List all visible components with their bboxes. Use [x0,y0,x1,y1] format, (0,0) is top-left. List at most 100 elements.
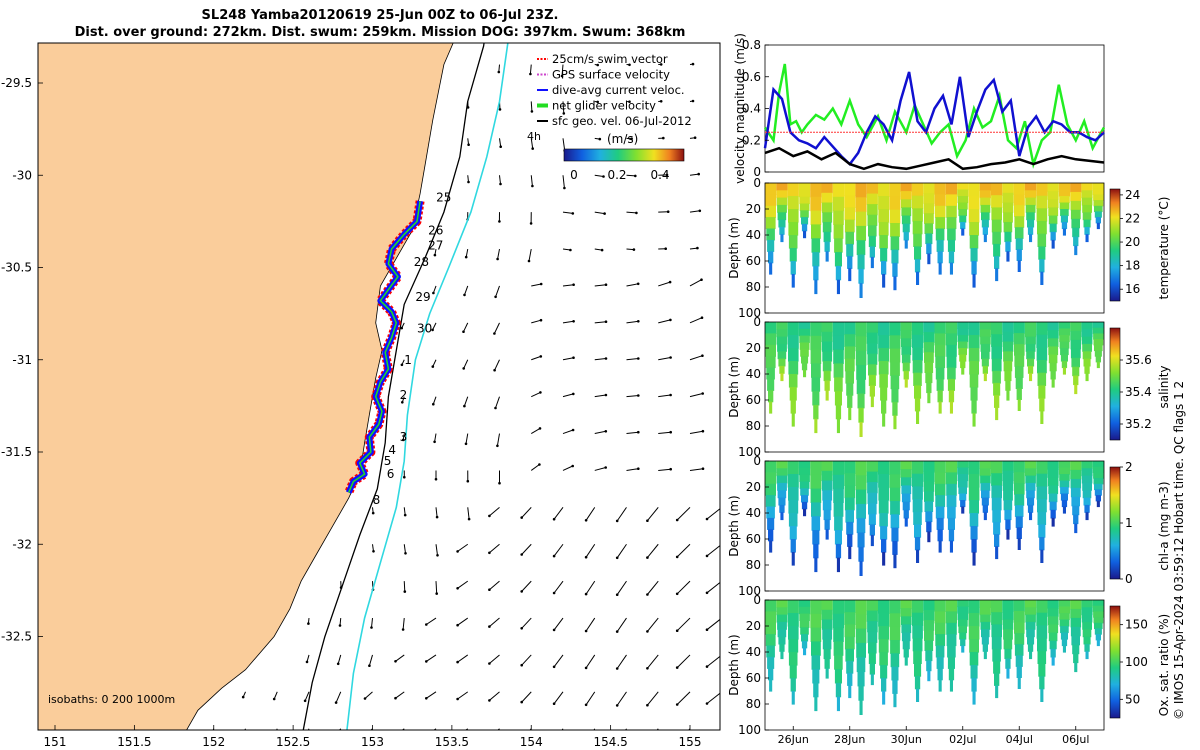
section-cell [901,477,912,486]
section-cell [789,526,797,540]
section-cell [1051,517,1055,527]
current-vector [371,617,373,628]
current-vector [531,391,541,398]
section-cell [1047,469,1059,478]
section-cell [777,629,787,638]
section-cell [1060,493,1068,501]
current-vector [426,617,437,625]
current-vector [531,319,542,324]
section-cell [765,333,777,346]
section-cell [1038,663,1046,677]
section-cell [900,461,912,470]
section-cell [1082,351,1092,360]
section-panel: 0 20 40 60 80 100 Depth (m) 50 100 150 Ox. sat. ra… [727,593,1171,737]
section-cell [1084,643,1090,652]
section-cell [825,529,829,540]
section-cell [948,251,955,264]
current-vector [594,284,607,287]
current-vector [434,433,437,442]
section-cell [934,611,946,624]
section-cell [1082,343,1092,352]
section-cell [1094,483,1103,491]
section-cell [1096,361,1100,369]
section-cell [1036,461,1048,475]
section-cell [811,377,821,392]
current-vector-head [539,318,543,322]
section-cell [812,530,820,545]
section-cell [912,208,923,222]
current-vector [676,543,691,558]
section-cell [1092,605,1104,612]
current-vector [594,394,606,398]
current-vector-head [539,355,543,358]
section-cell [995,407,999,421]
section-cell [1017,260,1021,272]
section-cell [845,231,854,245]
section-cell [969,639,979,653]
current-vector [658,431,671,435]
section-cell [836,418,840,434]
current-vector-head [646,667,649,670]
section-cell [832,183,845,198]
section-cell [855,336,867,352]
section-cell [879,513,888,527]
current-vector-head [615,519,619,523]
section-cell [799,467,811,476]
current-vector [497,248,500,260]
y-tick-label: 20 [746,202,761,216]
section-cell [868,642,877,654]
section-cell [825,668,829,679]
section-cell [1015,238,1023,250]
section-cell [855,183,867,198]
section-cell [787,461,799,475]
y-tick-label: 20 [746,341,761,355]
current-vector-head [669,318,672,322]
section-cell [791,552,795,566]
y-tick-label: 80 [746,697,761,711]
section-cell [968,613,980,627]
section-cell [1092,466,1104,473]
section-cell [768,529,774,542]
section-cell [981,497,989,506]
section-cell [935,634,946,647]
section-cell [926,521,932,533]
section-cell [814,557,818,573]
section-cell [788,374,798,388]
section-cell [1014,366,1024,378]
current-vector-head [498,220,501,223]
section-cell [788,361,799,375]
section-cell [914,537,921,551]
section-cell [901,338,912,347]
section-cell [982,226,988,235]
section-cell [903,648,909,658]
section-cell [833,627,844,642]
section-cell [1070,461,1082,471]
section-cell [1061,500,1068,508]
current-vector-head [669,393,672,397]
current-vector-head [693,136,697,139]
section-cell [889,487,901,502]
section-cell [1036,322,1048,336]
section-cell [1027,226,1034,235]
current-vector [465,248,469,258]
section-cell [889,209,901,224]
section-cell [788,348,799,362]
section-cell [822,222,832,233]
section-cell [879,374,888,388]
section-cell [1003,351,1013,362]
day-label: 2 [400,388,408,402]
section-cell [901,624,912,634]
current-vector [616,507,627,522]
current-vector-head [456,697,459,701]
section-cell [799,474,810,482]
section-cell [980,204,991,213]
current-vector [553,507,564,520]
current-vector [626,431,639,435]
section-cell [980,197,991,206]
current-vector-head [436,554,439,557]
section-cell [824,380,830,391]
section-cell [867,353,878,365]
section-cell [776,190,788,199]
section-cell [798,600,811,608]
section-cell [890,223,900,237]
